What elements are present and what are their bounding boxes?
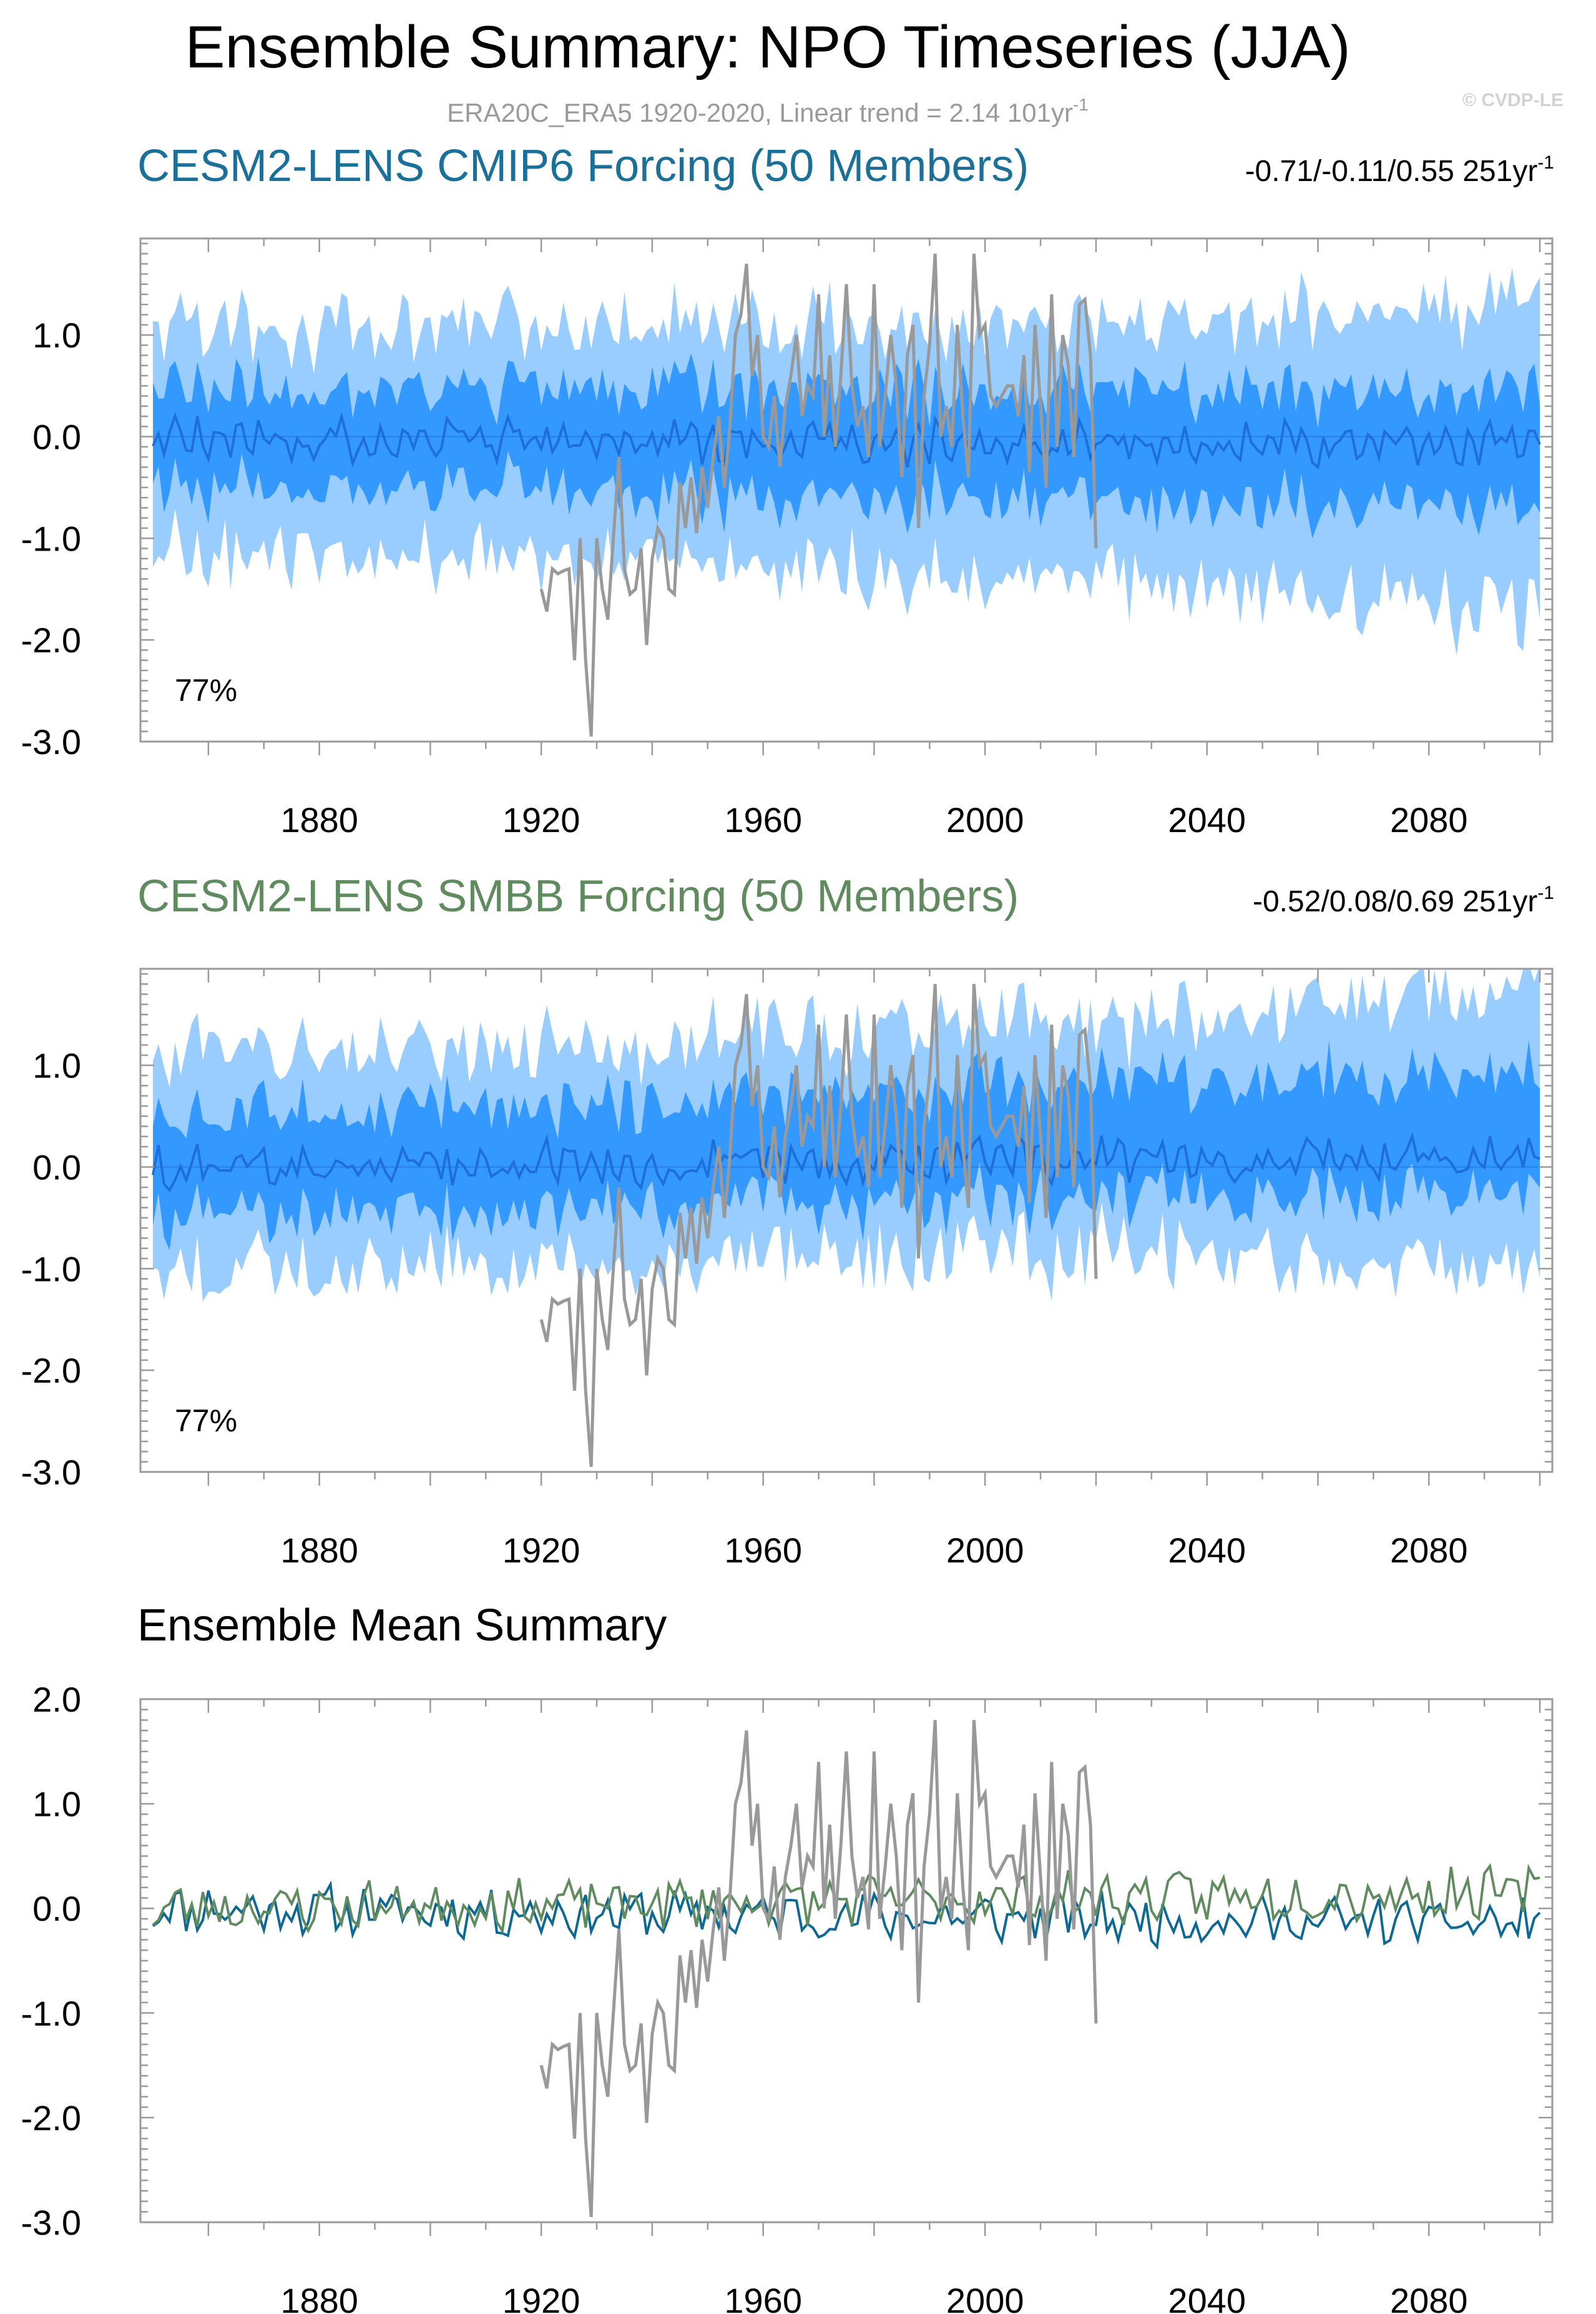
y-tick-label: 0.0 <box>32 418 81 457</box>
ensemble-mean-line <box>152 1132 1540 1193</box>
x-tick-label: 1880 <box>280 1531 358 1570</box>
x-tick-label: 2000 <box>946 800 1024 840</box>
panel-title: CESM2-LENS SMBB Forcing (50 Members) <box>137 871 1019 921</box>
x-tick-label: 2080 <box>1390 2281 1468 2314</box>
x-tick-label: 2080 <box>1390 800 1468 840</box>
y-tick-label: 1.0 <box>32 316 81 355</box>
x-tick-label: 1920 <box>502 1531 580 1570</box>
x-tick-label: 1920 <box>502 2281 580 2314</box>
x-tick-label: 1880 <box>280 800 358 840</box>
credit-label: © CVDP-LE <box>1462 90 1564 110</box>
y-tick-label: 0.0 <box>32 1148 81 1187</box>
percent-label: 77% <box>175 673 237 708</box>
x-tick-label: 1880 <box>280 2281 358 2314</box>
panel-title: Ensemble Mean Summary <box>137 1601 667 1650</box>
y-tick-label: 0.0 <box>32 1889 81 1928</box>
observations-line <box>539 1720 1098 2217</box>
y-tick-label: -1.0 <box>21 519 82 558</box>
observations-line <box>539 253 1098 737</box>
panel-stat: -0.52/0.08/0.69 251yr-1 <box>1253 883 1554 918</box>
y-tick-label: 1.0 <box>32 1046 81 1086</box>
y-tick-label: -2.0 <box>21 2098 82 2137</box>
percent-label: 77% <box>175 1403 237 1438</box>
y-tick-label: 2.0 <box>32 1680 81 1719</box>
panel-summary: Ensemble Mean Summary 1880 1920 1960 2000 204… <box>21 1601 1554 2314</box>
y-tick-label: 1.0 <box>32 1785 81 1824</box>
x-tick-label: 1920 <box>502 800 580 840</box>
observations-line <box>539 984 1098 1468</box>
plot-area <box>140 253 1552 737</box>
x-tick-label: 2000 <box>946 2281 1024 2314</box>
x-tick-label: 2040 <box>1168 800 1246 840</box>
plot-area <box>140 969 1552 1468</box>
panel-smbb: CESM2-LENS SMBB Forcing (50 Members) -0.5… <box>21 871 1555 1570</box>
panel-cmip6: CESM2-LENS CMIP6 Forcing (50 Members) -0.… <box>21 141 1555 840</box>
y-tick-label: -1.0 <box>21 1994 82 2033</box>
x-tick-label: 2040 <box>1168 1531 1246 1570</box>
x-tick-label: 2080 <box>1390 1531 1468 1570</box>
y-tick-label: -1.0 <box>21 1249 82 1288</box>
figure-subtitle: ERA20C_ERA5 1920-2020, Linear trend = 2.… <box>447 95 1089 127</box>
panel-frame <box>139 237 1554 743</box>
inner-spread-band <box>153 1040 1540 1250</box>
plot-area <box>152 1720 1541 2217</box>
y-tick-label: -3.0 <box>21 2203 82 2242</box>
x-tick-label: 1960 <box>724 1531 802 1570</box>
panel-frame <box>139 968 1554 1473</box>
x-tick-label: 1960 <box>724 800 802 840</box>
x-tick-label: 2000 <box>946 1531 1024 1570</box>
y-tick-label: -2.0 <box>21 620 82 660</box>
series-line <box>152 1863 1540 1935</box>
y-tick-label: -3.0 <box>21 1453 82 1492</box>
panel-title: CESM2-LENS CMIP6 Forcing (50 Members) <box>137 141 1029 191</box>
y-tick-label: -2.0 <box>21 1351 82 1390</box>
x-tick-label: 2040 <box>1168 2281 1246 2314</box>
ensemble-mean-line <box>152 411 1541 470</box>
y-tick-label: -3.0 <box>21 722 82 762</box>
x-tick-label: 1960 <box>724 2281 802 2314</box>
figure-title: Ensemble Summary: NPO Timeseries (JJA) <box>185 14 1350 81</box>
panel-stat: -0.71/-0.11/0.55 251yr-1 <box>1245 152 1554 188</box>
